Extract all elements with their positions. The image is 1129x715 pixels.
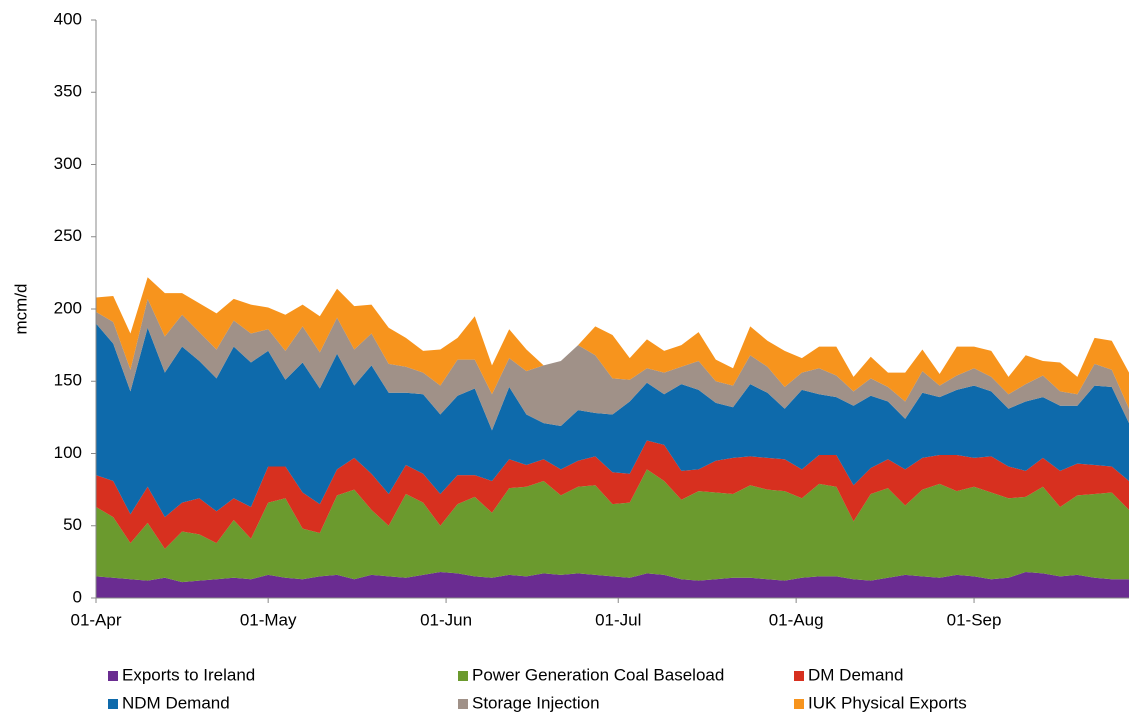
area [96,277,1129,409]
legend-label: Power Generation Coal Baseload [472,665,724,684]
y-tick-label: 100 [54,443,82,462]
y-tick-label: 200 [54,298,82,317]
y-tick-label: 350 [54,82,82,101]
x-tick-label: 01-Sep [947,610,1002,629]
legend-label: DM Demand [808,665,903,684]
legend-swatch [794,699,804,709]
legend-swatch [108,671,118,681]
legend-label: IUK Physical Exports [808,693,967,712]
area [96,571,1129,598]
legend-label: Exports to Ireland [122,665,255,684]
x-tick-label: 01-Jun [420,610,472,629]
y-tick-label: 300 [54,154,82,173]
y-tick-label: 400 [54,9,82,28]
x-tick-label: 01-Jul [595,610,641,629]
area [96,469,1129,583]
legend-label: NDM Demand [122,693,230,712]
area [96,298,1129,431]
legend-swatch [108,699,118,709]
y-axis-label: mcm/d [11,284,30,335]
legend-swatch [458,699,468,709]
area [96,323,1129,518]
legend-label: Storage Injection [472,693,600,712]
y-tick-label: 50 [63,515,82,534]
legend-swatch [794,671,804,681]
x-tick-label: 01-Aug [769,610,824,629]
x-tick-label: 01-May [240,610,297,629]
area [96,440,1129,549]
legend-swatch [458,671,468,681]
y-tick-label: 0 [73,587,82,606]
y-tick-label: 250 [54,226,82,245]
y-tick-label: 150 [54,371,82,390]
x-tick-label: 01-Apr [70,610,121,629]
